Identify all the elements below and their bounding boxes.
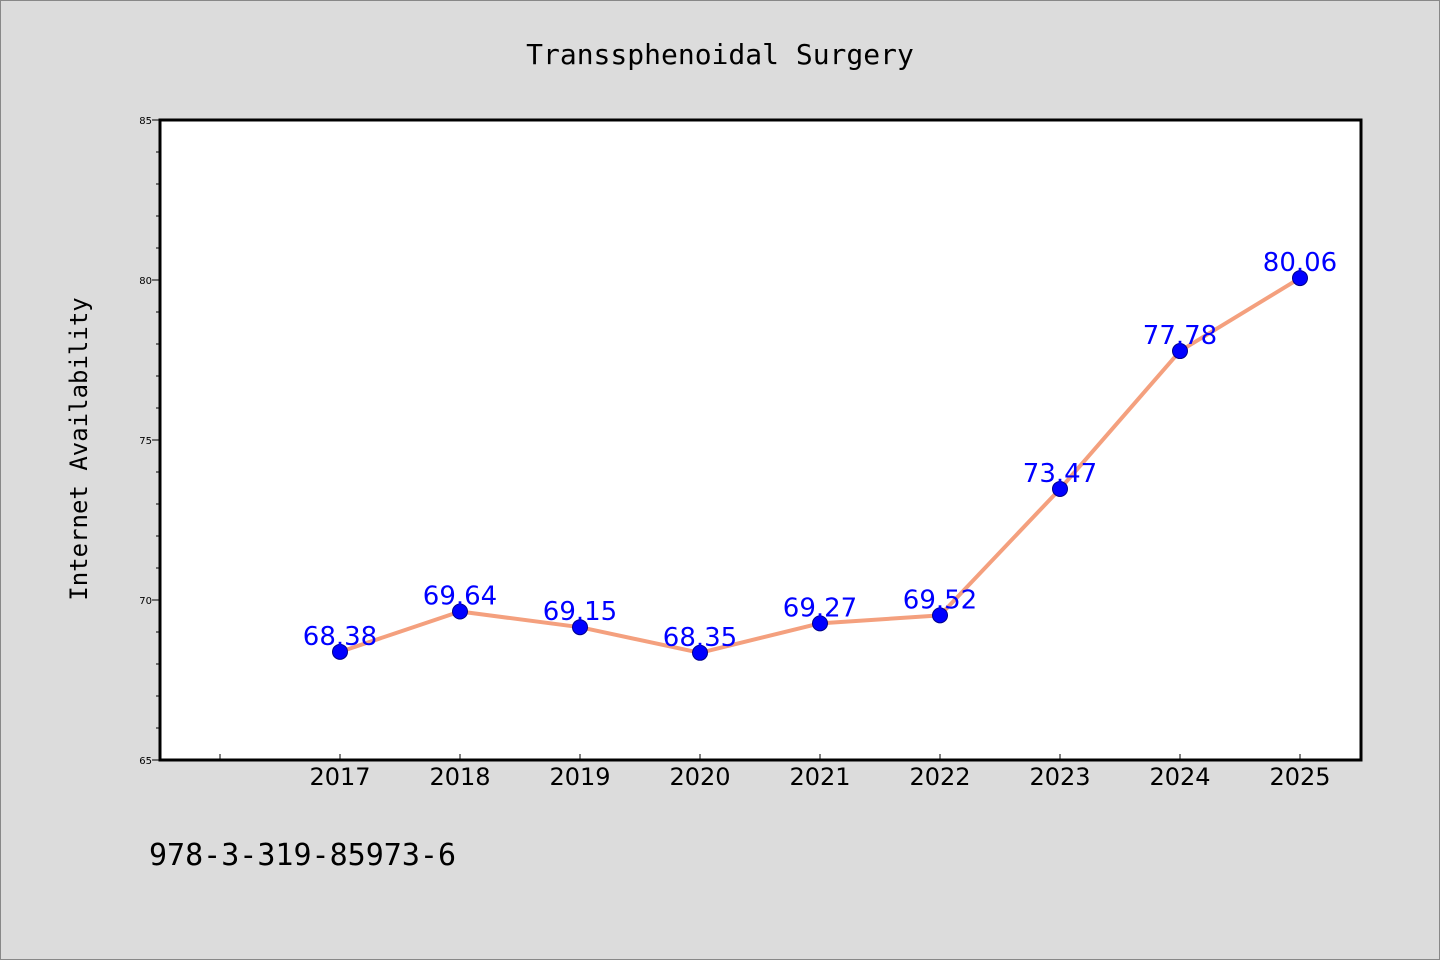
y-axis-label: Internet Availability: [65, 297, 93, 600]
data-label: 69.27: [783, 593, 857, 623]
data-label: 80.06: [1263, 248, 1337, 278]
data-label: 69.15: [543, 597, 617, 627]
chart-title: Transsphenoidal Surgery: [526, 38, 914, 71]
data-label: 68.38: [303, 622, 377, 652]
x-tick-label: 2020: [669, 763, 730, 791]
data-point: [1052, 480, 1068, 497]
series-group: 68.38 69.64 69.15 68.35 69.27 69.52 73.47 77.78…: [303, 248, 1337, 661]
y-tick-label: 75: [139, 436, 152, 447]
data-label: 68.35: [663, 623, 737, 653]
plot-frame: [158, 118, 1363, 762]
data-point: [1292, 270, 1308, 287]
x-tick-label: 2017: [309, 763, 370, 791]
x-tick-label: 2018: [429, 763, 490, 791]
data-point: [812, 615, 828, 632]
data-point: [1172, 343, 1188, 360]
data-label: 69.64: [423, 582, 497, 612]
data-label: 69.52: [903, 585, 977, 615]
x-tick-label: 2024: [1149, 763, 1210, 791]
plot-area: [160, 120, 1361, 760]
data-label: 77.78: [1143, 321, 1217, 351]
y-tick-label: 65: [139, 756, 152, 767]
footer-isbn: 978-3-319-85973-6: [149, 838, 456, 873]
data-point: [932, 607, 948, 624]
x-tick-label: 2025: [1269, 763, 1330, 791]
x-tick-label: 2021: [789, 763, 850, 791]
y-tick-label: 70: [139, 596, 152, 607]
y-tick-label: 85: [139, 116, 152, 127]
x-tick-label: 2019: [549, 763, 610, 791]
x-tick-label: 2022: [909, 763, 970, 791]
y-tick-label: 80: [139, 276, 152, 287]
y-axis: 65 70 75 80 85: [139, 116, 160, 767]
data-point: [332, 643, 348, 660]
data-point: [452, 603, 468, 620]
x-axis: 2017 2018 2019 2020 2021 2022 2023 2024 2025: [219, 754, 1331, 791]
data-label: 73.47: [1023, 459, 1097, 489]
x-tick-label: 2023: [1029, 763, 1090, 791]
data-point: [692, 644, 708, 661]
data-point: [572, 619, 588, 636]
